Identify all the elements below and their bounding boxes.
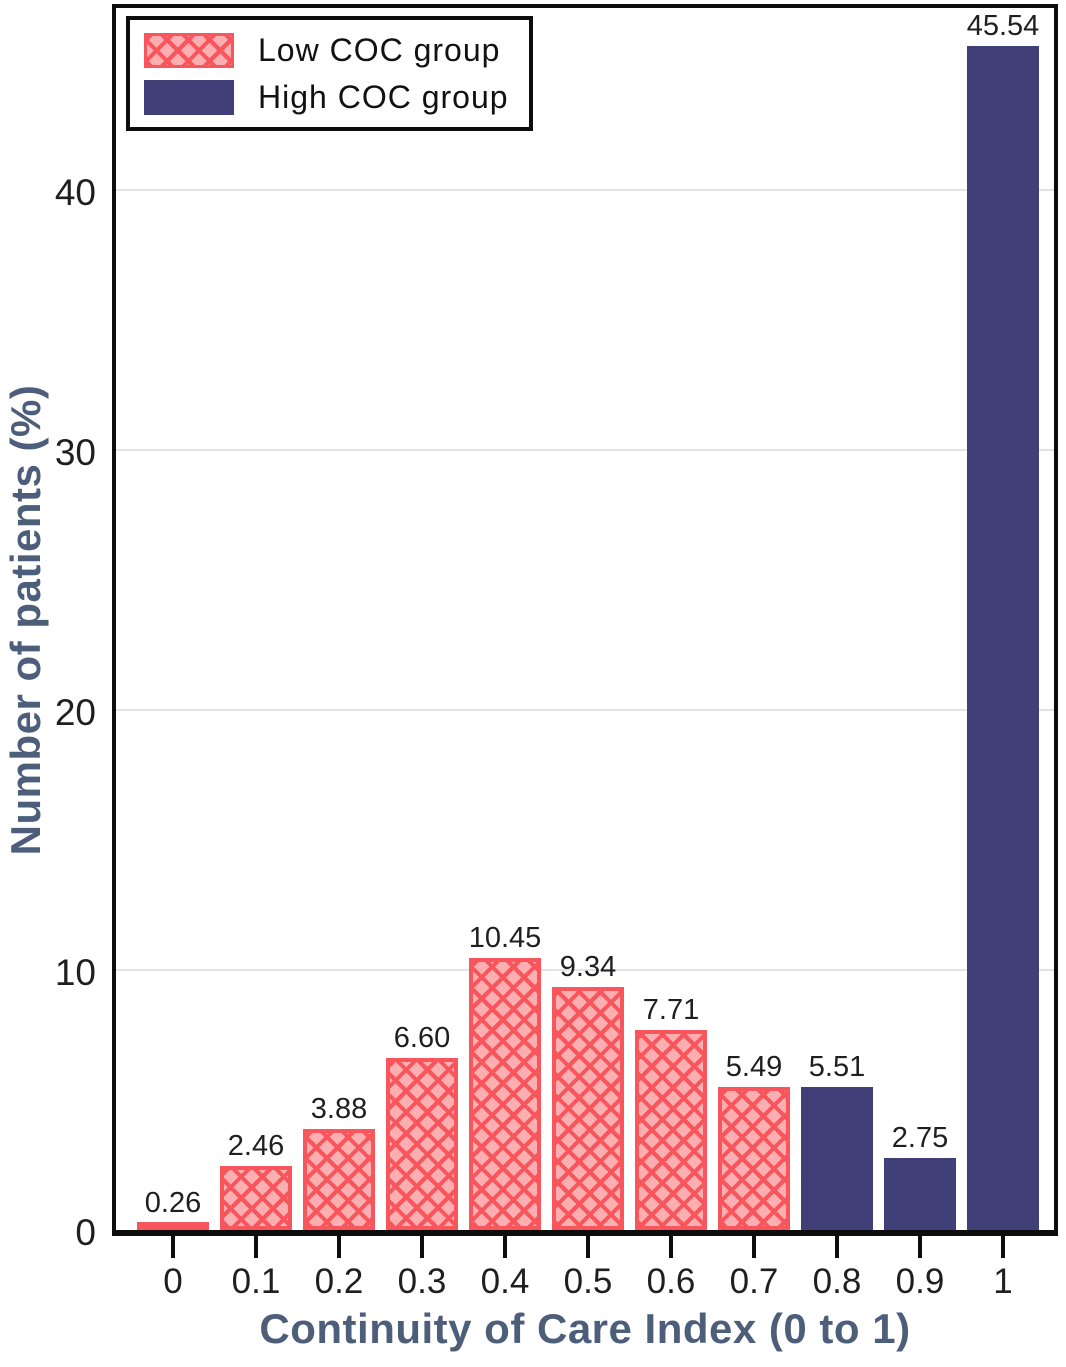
x-tick-0.7 (752, 1236, 756, 1258)
y-tick-label-10: 10 (54, 952, 96, 993)
x-tick-1 (1001, 1236, 1005, 1258)
x-tick-0.6 (669, 1236, 673, 1258)
gridline-20 (116, 709, 1054, 711)
x-tick-label-0.6: 0.6 (646, 1262, 696, 1301)
bar-0.8 (801, 1087, 873, 1230)
gridline-30 (116, 449, 1054, 451)
x-tick-0.8 (835, 1236, 839, 1258)
bar-value-label-0.1: 2.46 (227, 1130, 285, 1162)
x-tick-label-0.1: 0.1 (231, 1262, 281, 1301)
y-tick-label-0: 0 (75, 1212, 96, 1253)
legend-item-low: Low COC group (144, 31, 509, 69)
gridline-40 (116, 189, 1054, 191)
x-tick-label-0.5: 0.5 (563, 1262, 613, 1301)
legend-label-high-coc: High COC group (258, 79, 509, 115)
bar-0.2 (303, 1129, 375, 1230)
bar-value-label-1: 45.54 (966, 10, 1040, 42)
bar-0.3 (386, 1058, 458, 1230)
x-axis-title: Continuity of Care Index (0 to 1) (259, 1305, 911, 1352)
bar-value-label-0.6: 7.71 (642, 994, 700, 1026)
x-tick-label-0: 0 (163, 1262, 183, 1301)
legend-swatch-high-coc (144, 79, 234, 115)
x-tick-0.4 (503, 1236, 507, 1258)
x-tick-0.5 (586, 1236, 590, 1258)
y-tick-label-20: 20 (54, 692, 96, 733)
bar-0.4 (469, 958, 541, 1230)
x-tick-0.9 (918, 1236, 922, 1258)
y-tick-label-40: 40 (54, 172, 96, 213)
legend-swatch-low-coc (144, 32, 234, 68)
legend-label-low-coc: Low COC group (258, 32, 501, 68)
x-tick-label-0.4: 0.4 (480, 1262, 530, 1301)
x-tick-label-0.3: 0.3 (397, 1262, 447, 1301)
bar-value-label-0.9: 2.75 (891, 1122, 949, 1154)
bar-value-label-0.2: 3.88 (310, 1093, 368, 1125)
bar-0.7 (718, 1087, 790, 1230)
x-tick-label-0.8: 0.8 (812, 1262, 862, 1301)
legend: Low COC group High COC group (126, 16, 533, 131)
bar-value-label-0: 0.26 (144, 1187, 202, 1219)
x-tick-label-0.7: 0.7 (729, 1262, 779, 1301)
legend-item-high: High COC group (144, 78, 509, 116)
bar-1 (967, 46, 1039, 1230)
bar-0.9 (884, 1158, 956, 1230)
x-tick-0.3 (420, 1236, 424, 1258)
x-tick-0 (171, 1236, 175, 1258)
bar-value-label-0.5: 9.34 (559, 951, 617, 983)
bar-value-label-0.4: 10.45 (468, 922, 542, 954)
bar-0.1 (220, 1166, 292, 1230)
x-tick-label-1: 1 (993, 1262, 1013, 1301)
bar-value-label-0.3: 6.60 (393, 1022, 451, 1054)
bar-0.5 (552, 987, 624, 1230)
x-tick-0.2 (337, 1236, 341, 1258)
x-tick-0.1 (254, 1236, 258, 1258)
x-tick-label-0.9: 0.9 (895, 1262, 945, 1301)
bar-value-label-0.8: 5.51 (808, 1051, 866, 1083)
bar-value-label-0.7: 5.49 (725, 1051, 783, 1083)
x-tick-label-0.2: 0.2 (314, 1262, 364, 1301)
y-tick-label-30: 30 (54, 432, 96, 473)
gridline-10 (116, 969, 1054, 971)
bar-0.6 (635, 1030, 707, 1230)
plot-area: 0.26 2.46 3.88 6.60 10.45 9.34 7.71 5.49 5.51 2.7… (112, 4, 1058, 1236)
bar-0 (137, 1222, 209, 1230)
